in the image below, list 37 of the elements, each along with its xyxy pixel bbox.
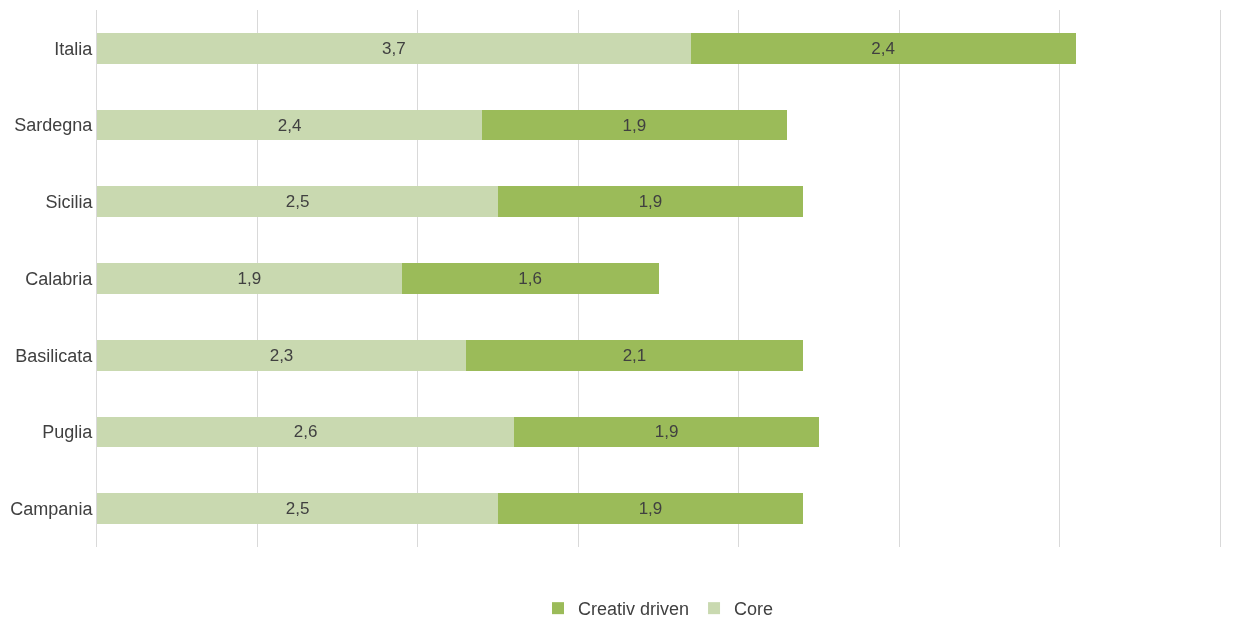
y-tick-label: Puglia <box>42 422 94 443</box>
y-tick-label: Basilicata <box>15 345 94 366</box>
data-label: 1,9 <box>654 422 679 442</box>
y-tick-label: Campania <box>10 498 94 519</box>
y-tick-label: Sardegna <box>14 115 94 136</box>
y-tick-label: Sicilia <box>45 192 94 213</box>
bar <box>97 263 402 294</box>
bar <box>482 109 787 141</box>
data-label: 2,4 <box>871 38 895 58</box>
data-label: 2,1 <box>622 345 647 365</box>
legend-label: Core <box>734 599 774 620</box>
data-label: 1,9 <box>622 115 647 135</box>
data-label: 2,3 <box>269 345 294 365</box>
data-label: 2,6 <box>293 422 318 442</box>
bar <box>514 416 819 448</box>
bar <box>498 186 803 218</box>
data-label: 1,9 <box>638 499 663 519</box>
bar <box>97 186 499 218</box>
bar <box>97 33 691 64</box>
data-label: 2,5 <box>285 499 310 519</box>
legend-label: Creativ driven <box>578 599 690 620</box>
data-label: 2,5 <box>285 192 310 212</box>
bar <box>97 416 515 448</box>
bar <box>465 339 803 371</box>
bar <box>97 493 499 524</box>
bar <box>690 33 1076 64</box>
data-label: 3,7 <box>381 38 406 58</box>
data-label: 1,9 <box>638 192 663 212</box>
bar <box>401 263 659 294</box>
y-tick-label: Italia <box>54 38 94 59</box>
y-tick-label: Calabria <box>25 268 94 289</box>
bar <box>498 493 803 524</box>
data-label: 1,9 <box>237 269 262 288</box>
bar <box>97 339 466 371</box>
data-label: 2,4 <box>277 115 302 135</box>
data-label: 1,6 <box>518 269 542 288</box>
bar <box>97 109 483 141</box>
